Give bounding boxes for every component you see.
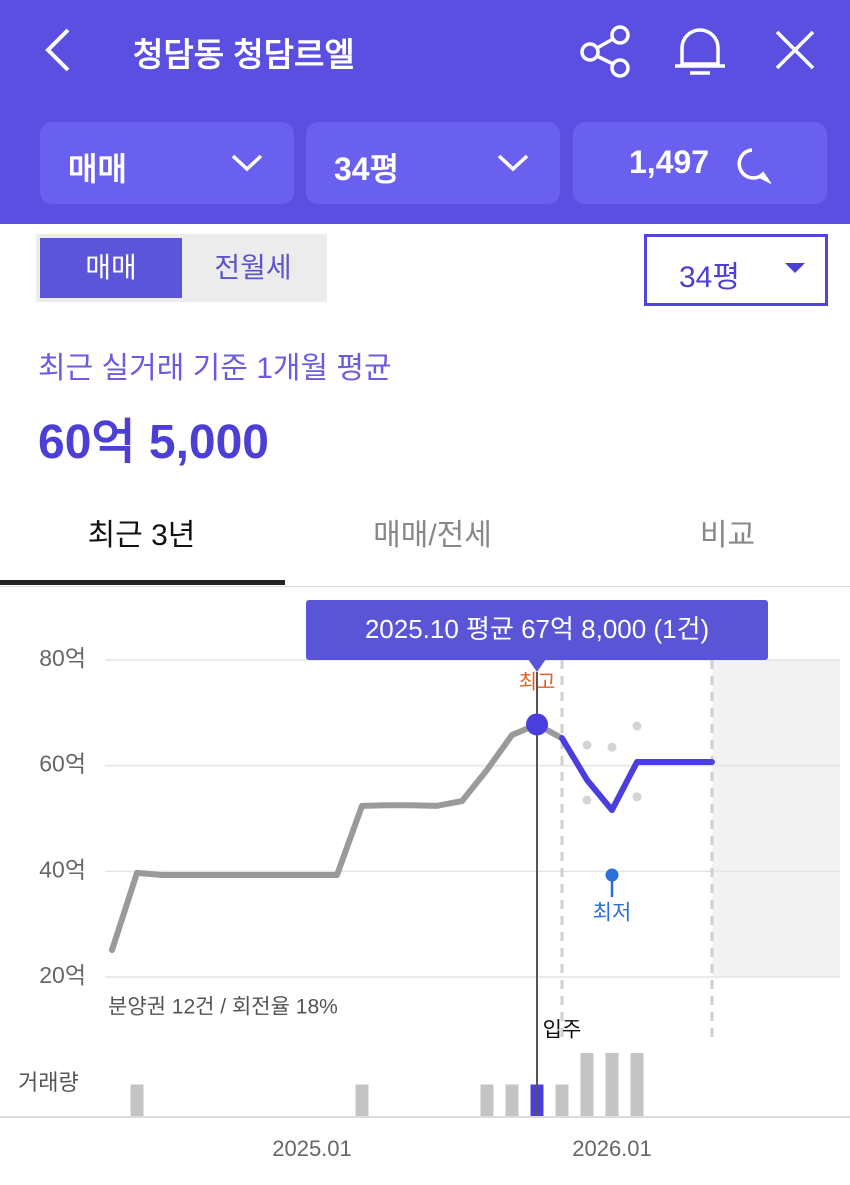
- low-label: 최저: [593, 902, 632, 925]
- volume-bar: [630, 1053, 644, 1116]
- volume-bar: [480, 1084, 494, 1116]
- back-button[interactable]: [45, 28, 70, 72]
- future-area: [712, 660, 840, 977]
- low-pin: [605, 868, 619, 882]
- filter-text: 34평: [334, 151, 400, 187]
- price-line: [559, 735, 715, 814]
- volume-bar: [580, 1053, 594, 1116]
- chevron: [497, 154, 529, 172]
- tooltip-arrow: [528, 659, 546, 672]
- alarm-button[interactable]: [675, 28, 725, 75]
- price-line: [109, 721, 565, 954]
- volume-bar: [605, 1053, 619, 1116]
- summary-price: 60억 5,000: [38, 416, 270, 469]
- y-tick-label: 80억: [39, 645, 86, 671]
- header-icons: [45, 25, 815, 78]
- presale-note: 분양권 12건 / 회전율 18%: [108, 996, 338, 1019]
- y-tick-label: 40억: [39, 856, 86, 882]
- header: 청담동 청담르엘 매매 34평 1,497: [0, 0, 850, 224]
- y-tick-label: 20억: [39, 962, 86, 988]
- area-select[interactable]: 34평: [644, 234, 828, 306]
- segment-option[interactable]: 전월세: [214, 252, 292, 283]
- high-point: [526, 713, 548, 736]
- area-filter[interactable]: 34평: [306, 122, 560, 204]
- segment-option[interactable]: 매매: [40, 238, 182, 298]
- trade-type-filter[interactable]: 매매: [40, 122, 294, 204]
- segment-control: 매매 전월세: [36, 234, 327, 302]
- x-tick-label: 2026.01: [572, 1136, 652, 1161]
- share-button[interactable]: [580, 25, 630, 78]
- listing-dot: [607, 742, 617, 752]
- x-tick-label: 2025.01: [272, 1136, 352, 1161]
- filter-text: 매매: [68, 151, 127, 187]
- listing-dot: [632, 792, 642, 802]
- listing-dot: [582, 795, 592, 805]
- tab-divider: [0, 586, 850, 587]
- move-in-label: 입주: [543, 1019, 582, 1042]
- tab[interactable]: 비교: [699, 519, 756, 552]
- area-select-text: 34평: [679, 261, 740, 294]
- volume-label: 거래량: [18, 1070, 79, 1095]
- chevron: [231, 154, 263, 172]
- tooltip-box: [306, 600, 768, 660]
- listing-dot: [632, 721, 642, 731]
- volume-bar: [355, 1084, 369, 1116]
- close-button[interactable]: [775, 30, 815, 70]
- header-title: 청담동 청담르엘: [133, 36, 355, 73]
- y-tick-label: 60억: [39, 751, 86, 777]
- comment-count: 1,497: [629, 144, 710, 180]
- volume-bar: [505, 1084, 519, 1116]
- comment-icon: [737, 148, 771, 184]
- summary-label: 최근 실거래 기준 1개월 평균: [38, 352, 392, 385]
- tab[interactable]: 매매/전세: [373, 519, 492, 552]
- volume-bar: [130, 1084, 144, 1116]
- comments-button[interactable]: 1,497: [573, 122, 827, 204]
- tab[interactable]: 최근 3년: [87, 519, 196, 552]
- listing-dot: [582, 740, 592, 750]
- tab-indicator: [0, 580, 285, 585]
- dropdown-arrow: [785, 263, 805, 273]
- volume-bar: [555, 1084, 569, 1116]
- high-label: 최고: [519, 670, 556, 693]
- tooltip-text: 2025.10 평균 67억 8,000 (1건): [365, 614, 709, 644]
